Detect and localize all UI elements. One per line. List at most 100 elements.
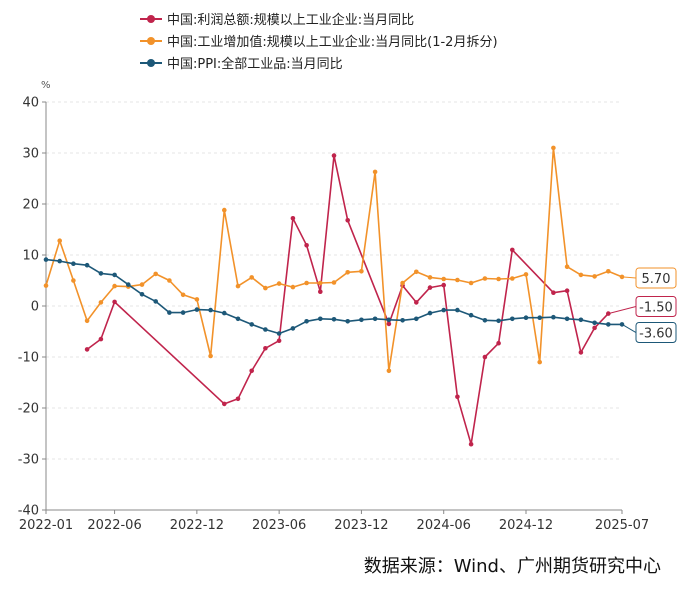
data-point xyxy=(112,272,117,278)
data-point xyxy=(482,318,488,323)
data-point xyxy=(208,307,213,313)
data-point xyxy=(468,441,474,447)
data-point xyxy=(318,280,323,286)
data-point xyxy=(564,316,570,322)
data-point xyxy=(249,368,254,374)
data-point xyxy=(318,289,323,295)
y-axis-unit: % xyxy=(41,80,51,91)
data-point xyxy=(386,317,392,323)
data-point xyxy=(71,261,76,267)
data-point xyxy=(578,350,584,355)
x-tick-label: 2022-12 xyxy=(170,518,224,533)
end-label: 5.70 xyxy=(642,272,671,287)
data-point xyxy=(235,283,241,289)
data-point xyxy=(290,326,296,331)
y-tick-label: -10 xyxy=(18,351,39,366)
series-line xyxy=(86,154,609,445)
data-point xyxy=(180,310,186,315)
data-point xyxy=(592,320,597,326)
x-tick-label: 2022-01 xyxy=(19,518,73,533)
series-layer xyxy=(43,145,625,447)
data-point xyxy=(194,307,200,312)
data-point xyxy=(263,327,268,332)
data-point xyxy=(523,272,529,277)
data-point xyxy=(578,317,584,323)
data-point xyxy=(414,300,419,305)
x-tick-label: 2022-06 xyxy=(87,518,141,533)
data-point xyxy=(167,310,172,315)
data-point xyxy=(606,269,611,274)
data-point xyxy=(263,285,268,291)
data-point xyxy=(496,340,501,346)
end-label: -3.60 xyxy=(639,327,673,342)
x-tick-label: 2024-12 xyxy=(499,518,553,533)
data-point xyxy=(84,262,90,268)
x-tick-label: 2025-07 xyxy=(595,518,649,533)
data-point xyxy=(84,318,90,324)
data-point xyxy=(126,282,131,287)
data-point xyxy=(441,307,447,313)
data-point xyxy=(386,321,392,327)
end-label-leader xyxy=(608,306,637,315)
data-point xyxy=(331,317,337,322)
data-point xyxy=(564,264,570,270)
data-point xyxy=(208,353,213,359)
data-point xyxy=(510,316,515,322)
data-point xyxy=(318,316,323,322)
data-point xyxy=(167,278,172,283)
data-point xyxy=(139,292,145,297)
y-tick-label: 0 xyxy=(31,300,39,315)
data-point xyxy=(359,317,364,323)
data-point xyxy=(222,207,227,213)
data-point xyxy=(400,318,405,323)
y-tick-label: 40 xyxy=(22,96,39,111)
data-point xyxy=(592,325,597,331)
x-tick-label: 2024-06 xyxy=(417,518,471,533)
data-point xyxy=(400,280,405,286)
y-tick-label: 10 xyxy=(22,249,39,264)
data-point xyxy=(276,338,282,344)
data-point xyxy=(98,300,104,305)
data-point xyxy=(304,319,309,324)
data-point xyxy=(551,314,556,320)
data-point xyxy=(414,316,419,322)
data-point xyxy=(510,247,515,253)
data-point xyxy=(372,169,378,175)
y-tick-label: 30 xyxy=(22,147,39,162)
data-point xyxy=(386,368,392,374)
y-tick-label: 20 xyxy=(22,198,39,213)
data-point xyxy=(345,319,351,324)
data-point xyxy=(235,396,241,402)
data-point xyxy=(263,346,268,351)
data-point xyxy=(71,278,76,283)
data-point xyxy=(564,288,570,294)
data-point xyxy=(372,316,378,322)
y-tick-label: -30 xyxy=(18,453,39,468)
data-point xyxy=(359,269,364,274)
legend-entry: 中国:PPI:全部工业品:当月同比 xyxy=(167,56,343,72)
end-label-leader xyxy=(621,323,637,333)
legend-entry: 中国:工业增加值:规模以上工业企业:当月同比(1-2月拆分) xyxy=(167,34,498,50)
series-line xyxy=(45,258,622,335)
legend-entry: 中国:利润总额:规模以上工业企业:当月同比 xyxy=(167,12,414,28)
data-point xyxy=(331,280,337,285)
data-point xyxy=(57,258,62,264)
end-label-leader xyxy=(621,276,637,279)
data-point xyxy=(496,318,501,324)
end-label-box xyxy=(635,296,677,318)
y-tick-label: -40 xyxy=(18,504,39,519)
data-point xyxy=(606,322,611,327)
data-point xyxy=(276,281,282,286)
data-point xyxy=(510,276,515,281)
data-point xyxy=(441,276,447,282)
data-point xyxy=(249,322,254,327)
end-labels: -1.50 5.70 -3.60 xyxy=(608,267,677,344)
data-point xyxy=(427,275,433,280)
data-point xyxy=(482,276,488,281)
data-point xyxy=(249,275,254,280)
data-point xyxy=(222,401,227,407)
data-point xyxy=(43,283,49,288)
end-label: -1.50 xyxy=(639,301,673,316)
data-point xyxy=(276,331,282,336)
